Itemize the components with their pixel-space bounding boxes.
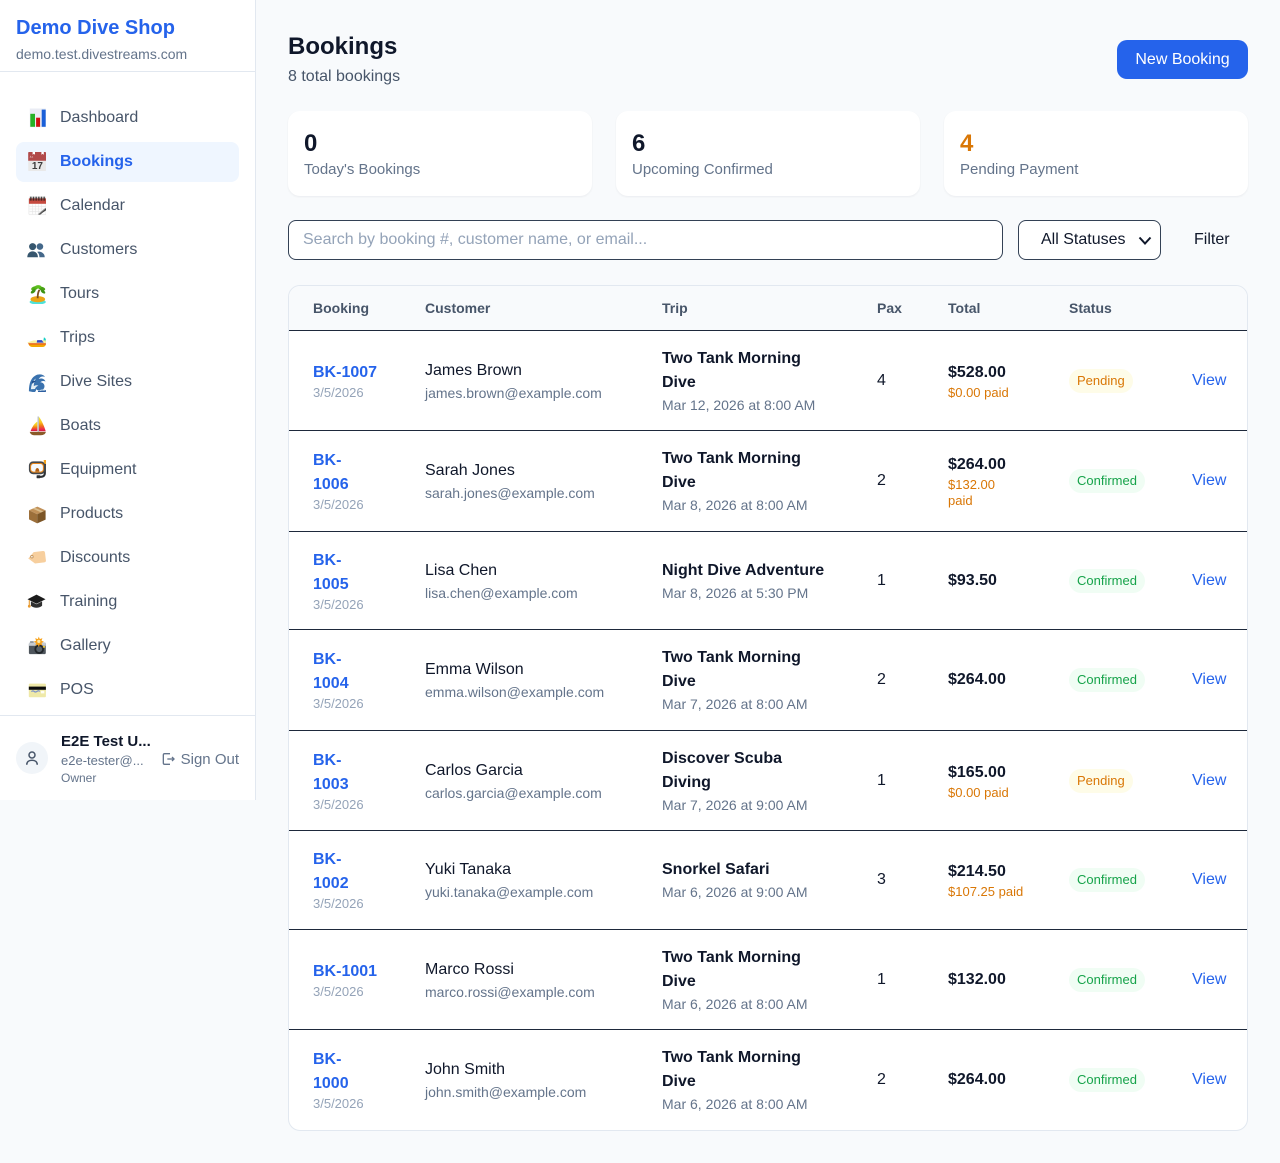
svg-text:17: 17 [32, 161, 44, 172]
